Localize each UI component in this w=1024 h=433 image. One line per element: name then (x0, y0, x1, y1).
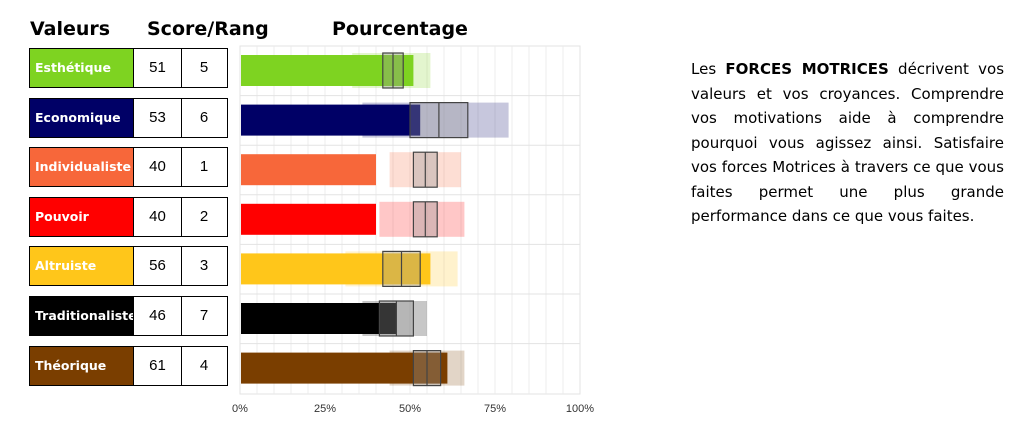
x-tick-label: 50% (399, 403, 421, 415)
value-name: Individualiste (30, 148, 134, 187)
score-bar (241, 253, 431, 285)
value-row: Individualiste 40 1 (29, 147, 228, 188)
value-score: 46 (134, 297, 182, 335)
value-row: Théorique 61 4 (29, 345, 228, 386)
value-name: Traditionaliste (30, 297, 134, 335)
x-tick-label: 100% (566, 403, 594, 415)
value-score: 53 (134, 98, 182, 137)
description-text: Les FORCES MOTRICES décrivent vos valeur… (691, 57, 1004, 229)
value-row: Altruiste 56 3 (29, 246, 228, 287)
value-score: 40 (134, 197, 182, 236)
description-after: décrivent vos valeurs et vos croyances. … (691, 60, 1005, 225)
value-rang: 4 (199, 356, 209, 374)
value-score: 56 (134, 247, 182, 286)
header-valeurs: Valeurs (30, 18, 111, 40)
value-row: Esthétique 51 5 (29, 48, 228, 88)
header-score-rang: Score/Rang (147, 18, 269, 40)
score-bar (241, 55, 414, 86)
x-tick-label: 25% (314, 403, 336, 415)
percentage-chart: 0% 25% 50% 75% 100% (232, 45, 594, 415)
x-tick-label: 0% (232, 403, 248, 415)
value-rang: 7 (199, 307, 209, 324)
description-bold: FORCES MOTRICES (725, 60, 889, 78)
value-rang: 5 (199, 59, 209, 76)
score-bar (241, 154, 376, 186)
value-name: Esthétique (30, 49, 134, 87)
value-row: Pouvoir 40 2 (29, 196, 228, 237)
value-rang: 1 (199, 158, 209, 176)
value-rang: 6 (199, 108, 209, 126)
value-name: Economique (30, 98, 134, 137)
description-before: Les (691, 60, 726, 78)
header-pourcentage: Pourcentage (332, 18, 468, 40)
score-bar (241, 203, 376, 235)
score-bar (241, 303, 397, 334)
x-tick-label: 75% (484, 403, 506, 415)
value-name: Théorique (30, 346, 134, 385)
value-name: Pouvoir (30, 197, 134, 236)
value-rang: 3 (199, 257, 209, 275)
value-score: 40 (134, 148, 182, 187)
norm-band-outer (379, 201, 465, 237)
value-score: 51 (134, 49, 182, 87)
value-score: 61 (134, 346, 182, 385)
value-rang: 2 (199, 207, 209, 225)
value-row: Economique 53 6 (29, 97, 228, 138)
value-row: Traditionaliste 46 7 (29, 296, 228, 336)
score-bar (241, 104, 421, 136)
value-name: Altruiste (30, 247, 134, 286)
